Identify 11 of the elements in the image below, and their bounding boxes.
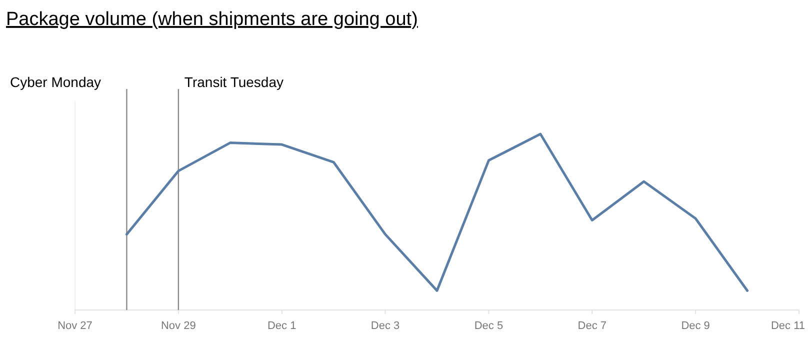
x-tick-label: Dec 1 <box>267 320 296 332</box>
x-tick-label: Dec 7 <box>578 320 607 332</box>
x-tick-label: Dec 3 <box>370 320 400 332</box>
x-tick-label: Nov 27 <box>58 320 92 332</box>
chart-title: Package volume (when shipments are going out) <box>6 9 418 30</box>
x-tick-label: Dec 9 <box>681 320 710 332</box>
ref-line-label: Cyber Monday <box>10 74 102 90</box>
x-tick-label: Dec 5 <box>474 320 504 332</box>
x-tick-label: Dec 11 <box>770 320 805 332</box>
x-tick-label: Nov 29 <box>161 320 196 332</box>
ref-line-label: Transit Tuesday <box>184 74 284 90</box>
